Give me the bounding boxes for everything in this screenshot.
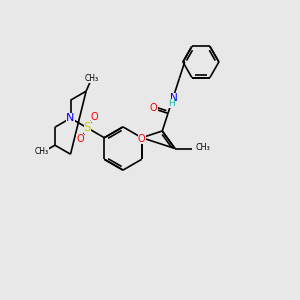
Text: H: H [168,99,175,108]
Text: CH₃: CH₃ [35,147,49,156]
Text: N: N [66,113,75,123]
Text: CH₃: CH₃ [195,142,210,152]
Text: O: O [91,112,98,122]
Text: CH₃: CH₃ [85,74,99,83]
Text: O: O [76,134,84,144]
Text: O: O [150,103,158,112]
Text: O: O [138,134,146,144]
Text: N: N [170,93,177,103]
Text: S: S [84,122,91,134]
